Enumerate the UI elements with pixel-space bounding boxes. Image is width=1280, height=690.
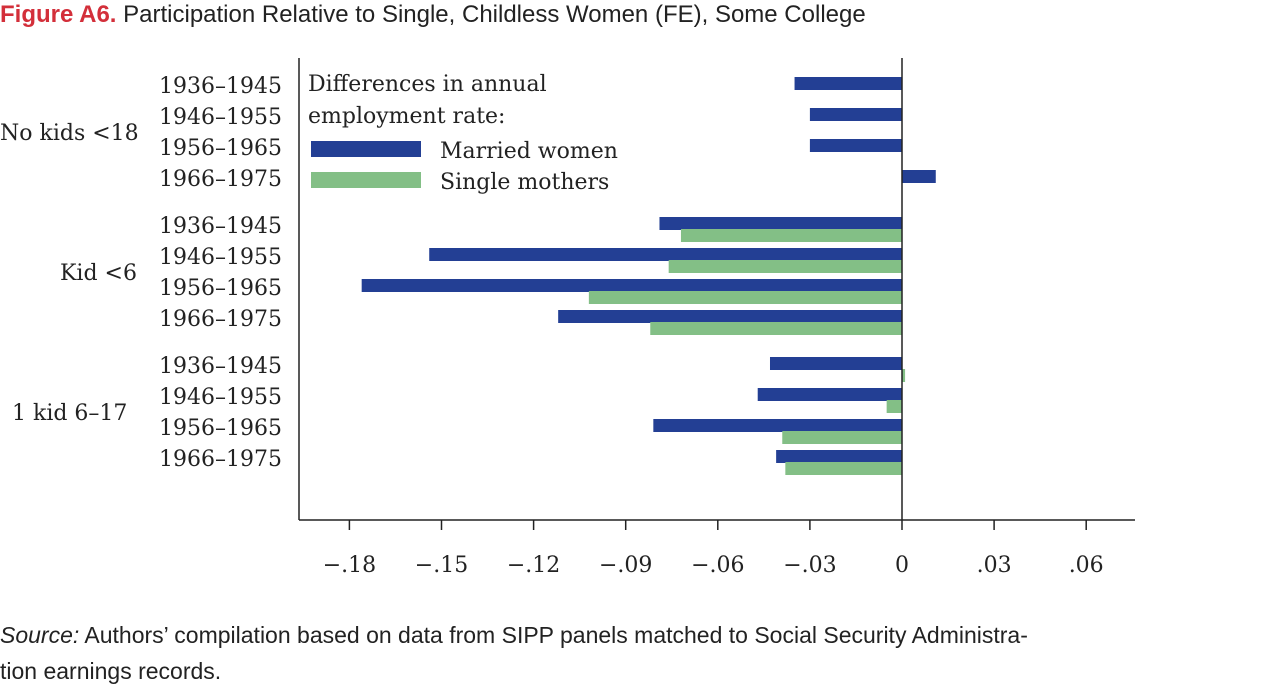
- bar-single-mothers: [650, 322, 902, 335]
- source-text-1: Authors’ compilation based on data from …: [84, 622, 1028, 648]
- figure-number: Figure A6.: [0, 1, 117, 28]
- bar-married-women: [757, 388, 902, 401]
- bar-single-mothers: [782, 431, 902, 444]
- x-tick-label: −.12: [507, 553, 560, 578]
- figure-title-text: Participation Relative to Single, Childl…: [123, 1, 866, 28]
- bar-single-mothers: [902, 369, 906, 382]
- cohort-label: 1946–1955: [159, 105, 282, 130]
- cohort-label: 1946–1955: [159, 245, 282, 270]
- source-line-2: tion earnings records.: [0, 658, 222, 684]
- x-tick-label: −.15: [415, 553, 468, 578]
- bar-married-women: [902, 170, 936, 183]
- x-tick-label: 0: [895, 553, 909, 578]
- x-tick-label: −.18: [323, 553, 376, 578]
- bar-married-women: [776, 450, 902, 463]
- bar-single-mothers: [785, 462, 902, 475]
- bar-married-women: [809, 139, 902, 152]
- legend-label-single-mothers: Single mothers: [440, 170, 609, 195]
- group-label: 1 kid 6–17: [12, 401, 127, 426]
- x-tick-label: .03: [977, 553, 1012, 578]
- bar-married-women: [558, 310, 902, 323]
- cohort-label: 1966–1975: [159, 447, 282, 472]
- legend-swatch-single-mothers: [311, 172, 421, 188]
- bar-single-mothers: [668, 260, 902, 273]
- bar-married-women: [429, 248, 902, 261]
- bars-layer: [361, 77, 936, 475]
- cohort-label: 1956–1965: [159, 276, 282, 301]
- source-note: Source: Authors’ compilation based on da…: [0, 617, 1280, 689]
- group-label: Kid <6: [60, 261, 137, 286]
- cohort-label: 1956–1965: [159, 416, 282, 441]
- cohort-label: 1936–1945: [159, 214, 282, 239]
- figure-title: Figure A6. Participation Relative to Sin…: [0, 0, 866, 30]
- group-label: No kids <18: [0, 121, 139, 146]
- cohort-label: 1946–1955: [159, 385, 282, 410]
- bar-married-women: [659, 217, 902, 230]
- x-tick-label: −.06: [691, 553, 744, 578]
- bar-married-women: [653, 419, 902, 432]
- legend: Differences in annual employment rate: Mar…: [308, 72, 618, 195]
- cohort-label: 1936–1945: [159, 354, 282, 379]
- x-tick-label: .06: [1069, 553, 1104, 578]
- bar-chart: −.18 −.15 −.12 −.09 −.06 −.03 0 .03 .06 1936–194…: [0, 58, 1135, 578]
- bar-single-mothers: [886, 400, 902, 413]
- category-labels: 1936–1945 1946–1955 1956–1965 1966–1975 No k…: [0, 74, 282, 472]
- legend-label-married-women: Married women: [440, 139, 618, 164]
- source-line-1: Source: Authors’ compilation based on da…: [0, 617, 1280, 653]
- legend-title-line1: Differences in annual: [308, 72, 547, 97]
- bar-married-women: [809, 108, 902, 121]
- cohort-label: 1936–1945: [159, 74, 282, 99]
- bar-single-mothers: [588, 291, 902, 304]
- legend-swatch-married-women: [311, 141, 421, 157]
- bar-married-women: [769, 357, 902, 370]
- cohort-label: 1966–1975: [159, 167, 282, 192]
- x-tick-label: −.03: [783, 553, 836, 578]
- axes-layer: −.18 −.15 −.12 −.09 −.06 −.03 0 .03 .06: [298, 58, 1135, 578]
- legend-title-line2: employment rate:: [308, 104, 505, 129]
- bar-single-mothers: [680, 229, 902, 242]
- source-label: Source:: [0, 622, 80, 648]
- x-tick-label: −.09: [599, 553, 652, 578]
- cohort-label: 1956–1965: [159, 136, 282, 161]
- bar-married-women: [794, 77, 902, 90]
- bar-married-women: [361, 279, 902, 292]
- cohort-label: 1966–1975: [159, 307, 282, 332]
